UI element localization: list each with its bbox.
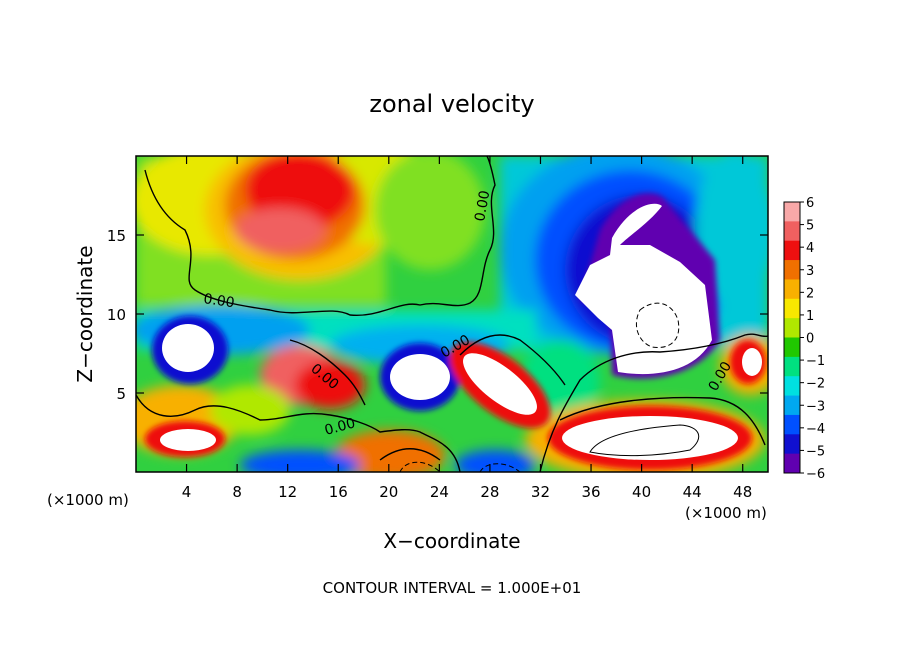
colorbar-tick-label: 2	[806, 286, 814, 301]
colorbar-swatch	[784, 260, 800, 280]
y-axis-label: Z−coordinate	[73, 245, 97, 382]
colorbar-swatch	[784, 395, 800, 416]
x-tick-label: 16	[329, 483, 348, 501]
contour-label: 0.00	[202, 291, 235, 311]
colorbar-tick-label: 1	[806, 309, 814, 324]
colorbar-tick-label: −4	[806, 422, 825, 437]
x-axis-label: X−coordinate	[383, 529, 520, 553]
contour-label: 0.00	[323, 415, 357, 439]
colorbar-tick-label: −5	[806, 444, 825, 459]
colorbar-swatch	[784, 337, 800, 358]
x-tick-label: 48	[733, 483, 752, 501]
colorbar-swatch	[784, 318, 800, 338]
colorbar-swatch	[784, 221, 800, 242]
chart-title: zonal velocity	[369, 90, 534, 118]
x-unit-right: (×1000 m)	[685, 504, 767, 522]
x-tick-label: 32	[531, 483, 550, 501]
x-tick-label: 12	[278, 483, 297, 501]
y-tick-label: 10	[107, 306, 126, 324]
x-tick-label: 40	[632, 483, 651, 501]
x-tick-label: 4	[182, 483, 192, 501]
colorbar-swatch	[784, 202, 800, 222]
saturated-region	[562, 416, 738, 460]
saturated-region	[575, 203, 712, 375]
x-tick-label: 28	[480, 483, 499, 501]
contour-interval-footer: CONTOUR INTERVAL = 1.000E+01	[323, 579, 582, 597]
colorbar-tick-label: −3	[806, 399, 825, 414]
colorbar-tick-label: 6	[806, 196, 814, 211]
y-axis: 5 10 15	[107, 227, 768, 403]
colorbar-swatch	[784, 453, 800, 474]
x-axis: 4 8 12 16 20 24 28 32 36 40 44 48	[182, 156, 752, 501]
colorbar-swatch	[784, 298, 800, 319]
colorbar-tick-label: −6	[806, 467, 825, 482]
x-unit-left: (×1000 m)	[47, 491, 129, 509]
colorbar-swatch	[784, 434, 800, 455]
saturated-regions	[160, 203, 762, 460]
colorbar-tick-label: 4	[806, 241, 814, 256]
colorbar: 6 5 4 3 2 1 0 −1 −2 −3 −4 −5 −6	[783, 196, 825, 482]
colorbar-tick-label: −2	[806, 377, 825, 392]
saturated-region	[463, 353, 537, 415]
colorbar-swatch	[784, 356, 800, 377]
x-tick-label: 44	[683, 483, 702, 501]
colorbar-swatch	[784, 376, 800, 396]
colorbar-swatch	[784, 240, 800, 261]
colorbar-tick-label: −1	[806, 354, 825, 369]
colorbar-swatch	[784, 279, 800, 300]
x-tick-label: 20	[379, 483, 398, 501]
x-tick-label: 24	[430, 483, 449, 501]
colorbar-tick-label: 0	[806, 332, 814, 347]
velocity-field: 0.00 0.00 0.00 0.00 0.00 0.00	[136, 156, 768, 472]
y-tick-label: 5	[116, 385, 126, 403]
colorbar-swatch	[784, 414, 800, 435]
colorbar-tick-label: 5	[806, 219, 814, 234]
saturated-region	[742, 348, 762, 376]
saturated-region	[390, 354, 450, 400]
colorbar-tick-label: 3	[806, 264, 814, 279]
zero-contours	[136, 156, 768, 472]
x-tick-label: 36	[581, 483, 600, 501]
saturated-region	[162, 324, 214, 372]
saturated-region	[160, 429, 216, 451]
y-tick-label: 15	[107, 227, 126, 245]
contour-label: 0.00	[472, 189, 493, 222]
x-tick-label: 8	[232, 483, 242, 501]
